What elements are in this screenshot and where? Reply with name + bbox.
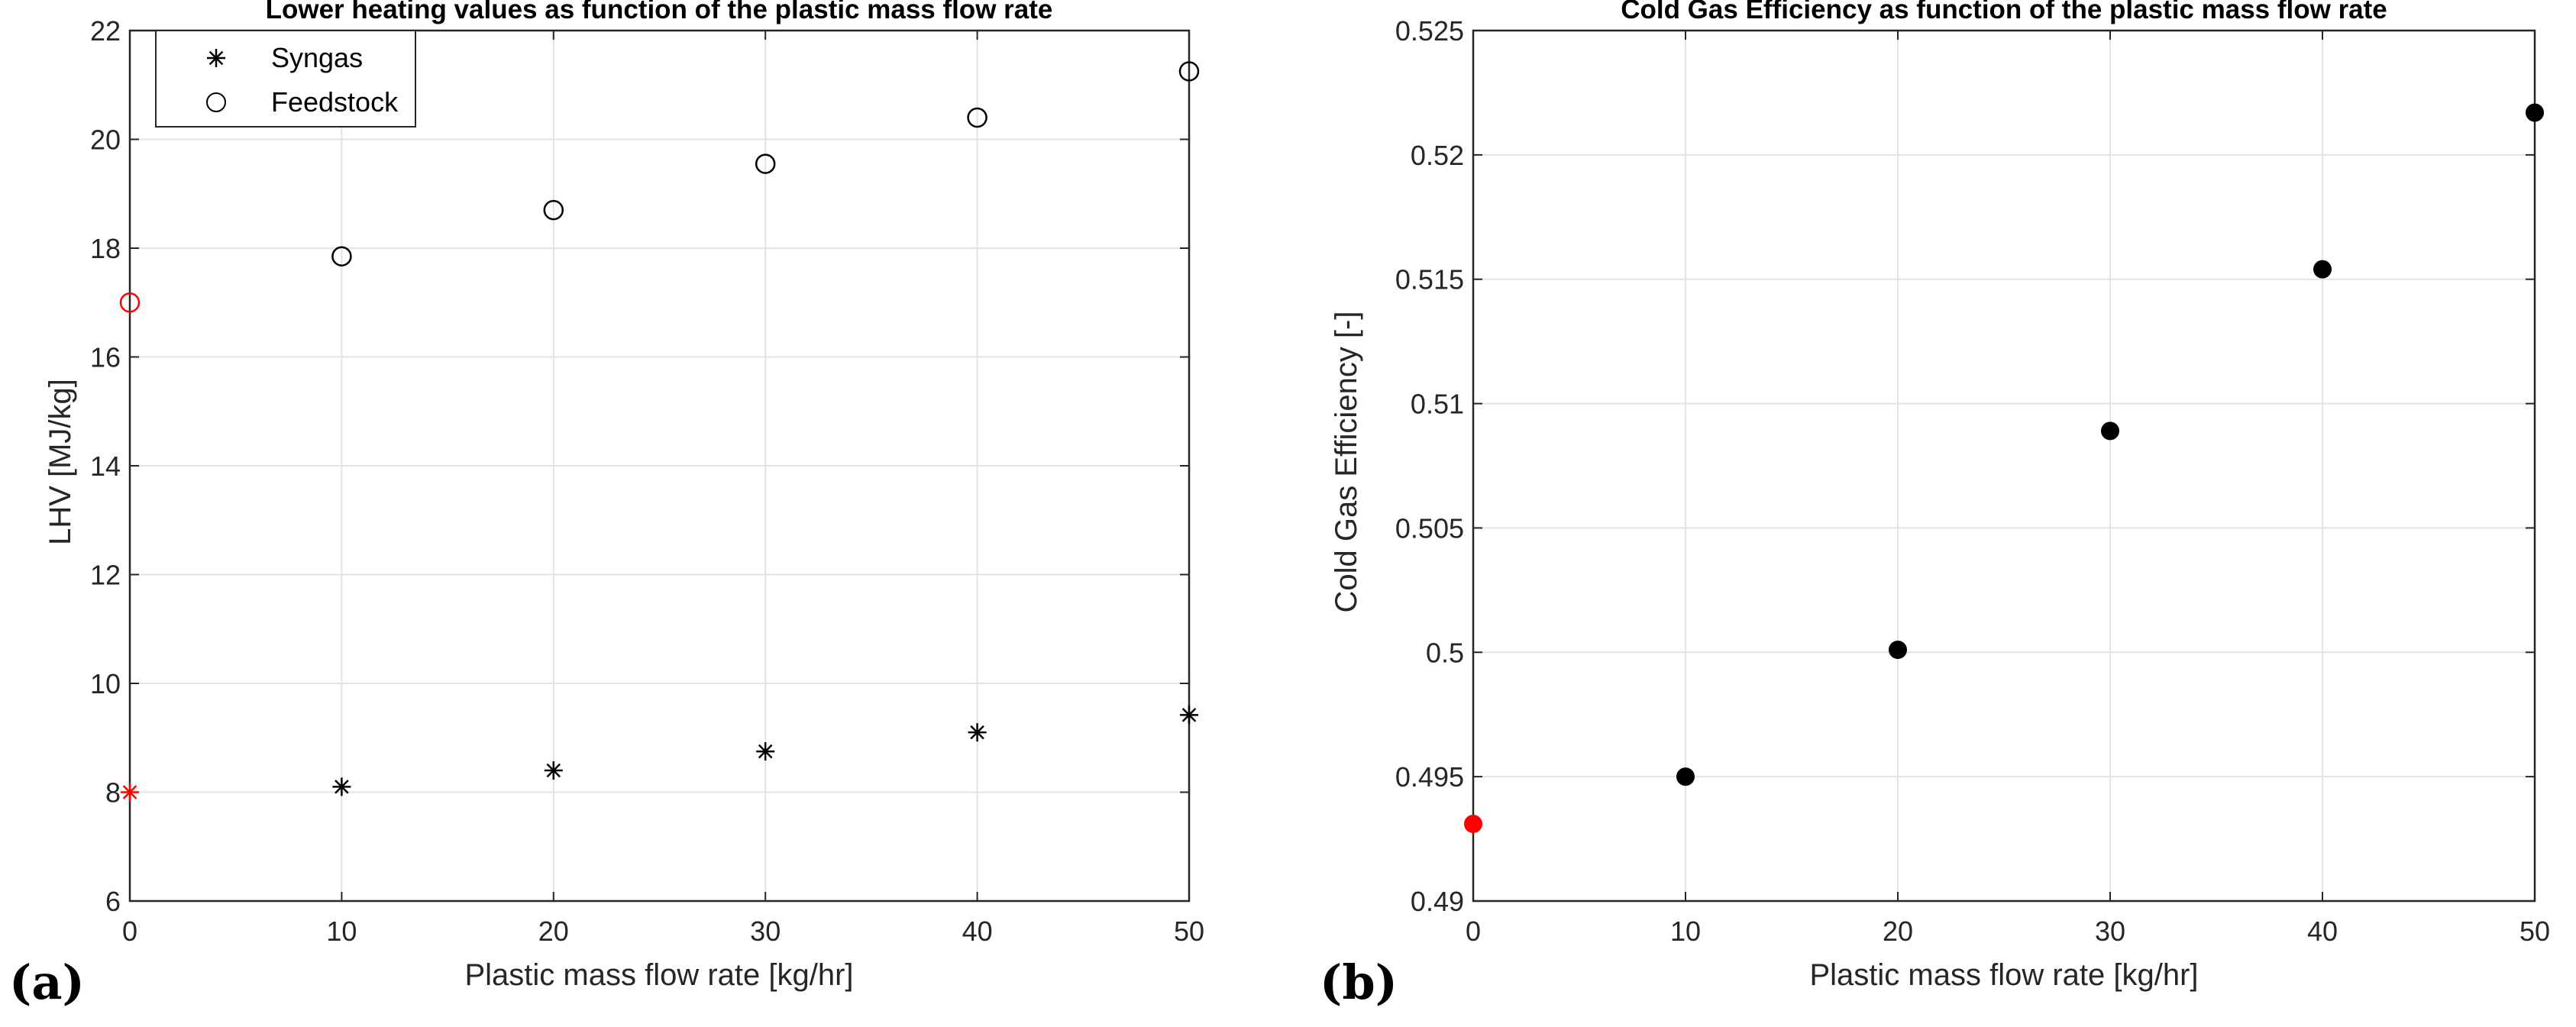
data-point-syngas: [121, 783, 139, 802]
legend-label-syngas: Syngas: [271, 42, 363, 73]
x-tick-label: 30: [750, 916, 781, 947]
data-point-cold-gas-efficiency: [1464, 815, 1482, 834]
y-tick-label: 6: [105, 886, 121, 917]
legend-feedstock-marker: [206, 92, 226, 112]
axes-box: [1472, 29, 2536, 903]
y-tick-label: 8: [105, 777, 121, 809]
data-point-feedstock: [1178, 61, 1200, 82]
data-point-feedstock: [119, 292, 141, 313]
data-point-syngas: [1180, 706, 1198, 725]
data-point-syngas: [332, 777, 351, 796]
data-point-cold-gas-efficiency: [2101, 421, 2119, 441]
chart-title: Lower heating values as function of the …: [266, 0, 1053, 24]
data-point-feedstock: [331, 246, 352, 266]
chart-lhv: Lower heating values as function of the …: [9, 0, 1204, 1010]
legend: Syngas Feedstock: [155, 30, 416, 128]
y-axis-label: LHV [MJ/kg]: [44, 379, 77, 545]
x-tick-label: 20: [538, 916, 569, 947]
y-tick-label: 10: [90, 668, 121, 699]
x-tick-label: 50: [2519, 916, 2550, 947]
y-tick-label: 22: [90, 15, 121, 47]
data-point-syngas: [544, 761, 563, 780]
panel-label: (a): [9, 954, 85, 1010]
data-point-syngas: [968, 723, 987, 742]
y-tick-label: 20: [90, 124, 121, 156]
data-point-syngas: [756, 742, 775, 761]
chart-cold-gas-efficiency: Cold Gas Efficiency as function of the p…: [1320, 0, 2550, 1010]
asterisk-icon: [207, 49, 225, 67]
x-tick-label: 50: [1174, 916, 1204, 947]
y-tick-label: 16: [90, 342, 121, 373]
x-tick-label: 40: [962, 916, 993, 947]
legend-syngas-marker: [207, 49, 225, 67]
x-tick-label: 0: [1466, 916, 1481, 947]
x-tick-label: 10: [326, 916, 357, 947]
y-tick-label: 0.49: [1411, 886, 1464, 917]
x-axis-label: Plastic mass flow rate [kg/hr]: [1809, 958, 2198, 992]
legend-box: [155, 30, 416, 128]
y-tick-label: 0.52: [1411, 140, 1464, 171]
data-point-feedstock: [543, 199, 564, 221]
data-point-feedstock: [967, 107, 987, 128]
y-tick-label: 0.515: [1395, 264, 1464, 296]
data-point-cold-gas-efficiency: [2313, 260, 2332, 279]
x-axis-label: Plastic mass flow rate [kg/hr]: [464, 958, 853, 992]
y-axis-label: Cold Gas Efficiency [-]: [1330, 312, 1363, 613]
y-tick-label: 0.5: [1426, 637, 1464, 668]
x-tick-label: 20: [1883, 916, 1913, 947]
data-point-cold-gas-efficiency: [2526, 103, 2544, 122]
data-point-cold-gas-efficiency: [1889, 641, 1907, 660]
y-tick-label: 14: [90, 451, 121, 482]
data-point-feedstock: [755, 153, 776, 174]
y-tick-label: 0.525: [1395, 15, 1464, 47]
y-tick-label: 0.51: [1411, 389, 1464, 420]
legend-label-feedstock: Feedstock: [271, 86, 399, 118]
y-tick-label: 0.505: [1395, 512, 1464, 544]
y-tick-label: 0.495: [1395, 761, 1464, 793]
y-tick-label: 18: [90, 233, 121, 264]
data-point-cold-gas-efficiency: [1676, 767, 1695, 786]
y-tick-label: 12: [90, 560, 121, 591]
x-tick-label: 40: [2307, 916, 2338, 947]
panel-label: (b): [1320, 954, 1398, 1010]
x-tick-label: 30: [2095, 916, 2125, 947]
chart-title: Cold Gas Efficiency as function of the p…: [1621, 0, 2387, 24]
x-tick-label: 0: [122, 916, 137, 947]
x-tick-label: 10: [1670, 916, 1701, 947]
axes-box: [128, 29, 1191, 903]
